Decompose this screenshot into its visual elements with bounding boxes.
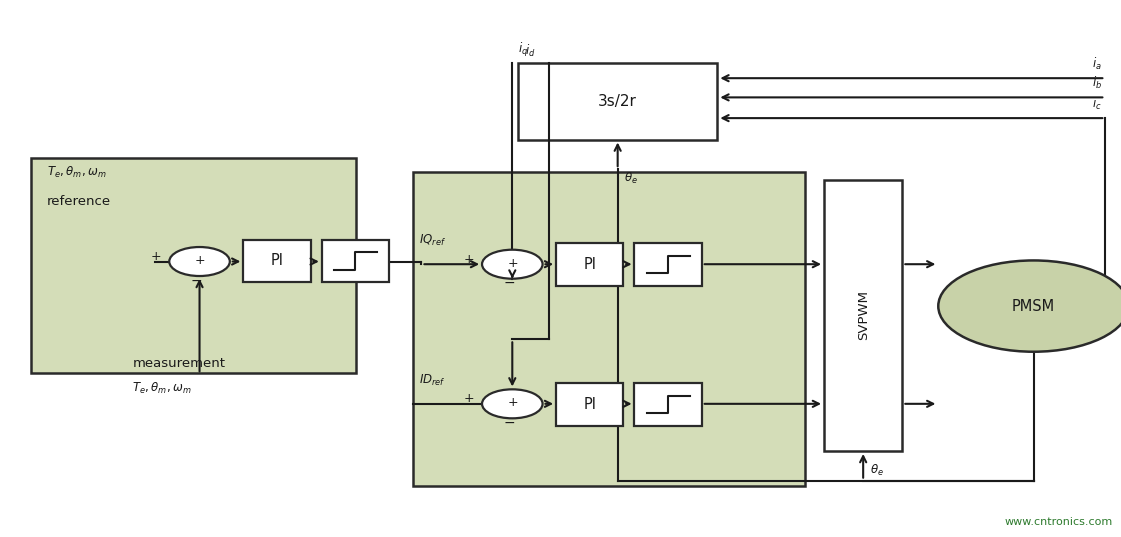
Circle shape bbox=[938, 260, 1121, 352]
Circle shape bbox=[482, 250, 543, 279]
Text: PI: PI bbox=[270, 253, 284, 268]
Text: $i_d$: $i_d$ bbox=[526, 42, 536, 59]
Text: $i_c$: $i_c$ bbox=[1092, 96, 1102, 112]
Bar bbox=[31, 158, 356, 373]
Text: 3s/2r: 3s/2r bbox=[599, 94, 637, 108]
Text: $-$: $-$ bbox=[503, 415, 516, 429]
Text: $i_q$: $i_q$ bbox=[518, 40, 528, 59]
Bar bbox=[518, 63, 717, 140]
Text: $+$: $+$ bbox=[150, 250, 161, 263]
Text: $T_e, \theta_m, \omega_m$: $T_e, \theta_m, \omega_m$ bbox=[47, 165, 106, 180]
Text: $ID_{ref}$: $ID_{ref}$ bbox=[419, 373, 446, 388]
Bar bbox=[634, 243, 702, 286]
Text: $+$: $+$ bbox=[194, 254, 205, 267]
Text: $-$: $-$ bbox=[503, 275, 516, 289]
Text: $\theta_e$: $\theta_e$ bbox=[870, 463, 883, 478]
Text: $IQ_{ref}$: $IQ_{ref}$ bbox=[419, 233, 446, 248]
Text: www.cntronics.com: www.cntronics.com bbox=[1004, 517, 1113, 527]
Text: $-$: $-$ bbox=[191, 272, 203, 286]
Bar bbox=[824, 180, 902, 451]
Bar bbox=[413, 172, 805, 486]
Text: $+$: $+$ bbox=[463, 252, 474, 266]
Bar bbox=[322, 240, 389, 282]
Text: $+$: $+$ bbox=[507, 257, 518, 270]
Text: PI: PI bbox=[583, 257, 596, 272]
Text: $+$: $+$ bbox=[463, 392, 474, 405]
Text: $i_b$: $i_b$ bbox=[1092, 75, 1102, 91]
Text: $\theta_e$: $\theta_e$ bbox=[624, 171, 638, 186]
Circle shape bbox=[169, 247, 230, 276]
Bar bbox=[556, 383, 623, 426]
Circle shape bbox=[482, 389, 543, 418]
Text: PI: PI bbox=[583, 397, 596, 412]
Text: measurement: measurement bbox=[132, 357, 225, 370]
Text: reference: reference bbox=[47, 195, 111, 208]
Text: PMSM: PMSM bbox=[1012, 299, 1055, 314]
Bar bbox=[634, 383, 702, 426]
Text: SVPWM: SVPWM bbox=[856, 291, 870, 340]
Bar bbox=[556, 243, 623, 286]
Text: $+$: $+$ bbox=[507, 396, 518, 409]
Bar bbox=[243, 240, 311, 282]
Text: $T_e, \theta_m, \omega_m$: $T_e, \theta_m, \omega_m$ bbox=[132, 381, 192, 396]
Text: $i_a$: $i_a$ bbox=[1092, 56, 1102, 72]
